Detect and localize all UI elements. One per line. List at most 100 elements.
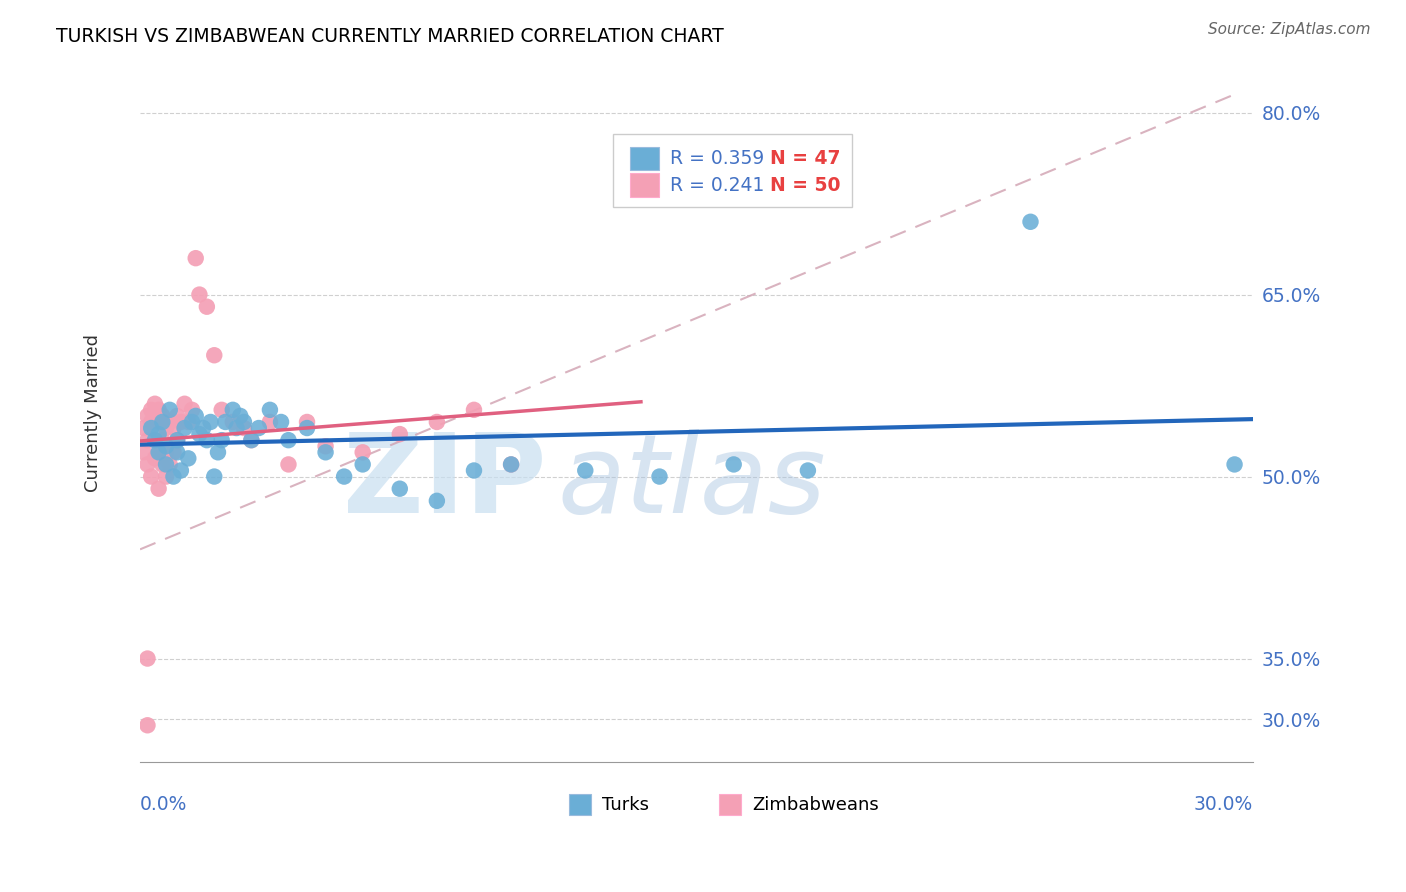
- Point: [277, 458, 299, 472]
- Text: N = 50: N = 50: [770, 176, 841, 194]
- Point: [1019, 215, 1042, 229]
- Point: [259, 402, 281, 417]
- Point: [240, 433, 263, 447]
- Point: [222, 402, 245, 417]
- Point: [136, 433, 159, 447]
- Point: [723, 458, 745, 472]
- Text: Zimbabweans: Zimbabweans: [752, 796, 879, 814]
- Point: [426, 493, 449, 508]
- Point: [295, 415, 318, 429]
- Point: [388, 427, 411, 442]
- Point: [211, 402, 233, 417]
- Point: [148, 402, 170, 417]
- Point: [233, 415, 256, 429]
- Bar: [718, 795, 741, 815]
- Point: [148, 445, 170, 459]
- Bar: [630, 146, 659, 170]
- Point: [233, 421, 256, 435]
- Text: Source: ZipAtlas.com: Source: ZipAtlas.com: [1208, 22, 1371, 37]
- Text: TURKISH VS ZIMBABWEAN CURRENTLY MARRIED CORRELATION CHART: TURKISH VS ZIMBABWEAN CURRENTLY MARRIED …: [56, 27, 724, 45]
- Point: [463, 463, 485, 477]
- Point: [426, 415, 449, 429]
- Point: [155, 421, 177, 435]
- Point: [143, 397, 166, 411]
- Point: [141, 421, 163, 435]
- Point: [150, 415, 173, 429]
- Point: [797, 463, 820, 477]
- Point: [150, 433, 173, 447]
- Point: [352, 458, 374, 472]
- Point: [225, 421, 247, 435]
- Point: [132, 421, 155, 435]
- Point: [166, 445, 188, 459]
- Point: [501, 458, 523, 472]
- Point: [333, 469, 356, 483]
- Point: [229, 409, 252, 423]
- Point: [141, 402, 163, 417]
- Point: [148, 415, 170, 429]
- Point: [143, 433, 166, 447]
- Point: [162, 421, 184, 435]
- Point: [155, 469, 177, 483]
- Point: [463, 402, 485, 417]
- Point: [155, 458, 177, 472]
- Point: [195, 300, 218, 314]
- Point: [188, 427, 211, 442]
- Point: [315, 445, 337, 459]
- Point: [155, 445, 177, 459]
- Point: [207, 445, 229, 459]
- Point: [501, 458, 523, 472]
- Point: [150, 458, 173, 472]
- Point: [148, 482, 170, 496]
- Point: [141, 415, 163, 429]
- Point: [247, 421, 270, 435]
- Point: [170, 415, 193, 429]
- Point: [162, 445, 184, 459]
- Point: [277, 433, 299, 447]
- Point: [184, 251, 207, 265]
- Point: [155, 439, 177, 453]
- Point: [202, 469, 225, 483]
- Point: [143, 433, 166, 447]
- Point: [184, 409, 207, 423]
- Point: [166, 433, 188, 447]
- Point: [173, 397, 195, 411]
- Text: atlas: atlas: [557, 429, 827, 536]
- Point: [148, 445, 170, 459]
- Point: [159, 458, 181, 472]
- Point: [136, 458, 159, 472]
- Point: [388, 482, 411, 496]
- FancyBboxPatch shape: [613, 134, 852, 207]
- Text: R = 0.359: R = 0.359: [669, 149, 763, 168]
- Point: [240, 433, 263, 447]
- Point: [177, 415, 200, 429]
- Point: [259, 415, 281, 429]
- Point: [574, 463, 596, 477]
- Point: [166, 409, 188, 423]
- Point: [159, 415, 181, 429]
- Text: ZIP: ZIP: [343, 429, 547, 536]
- Point: [295, 421, 318, 435]
- Point: [136, 718, 159, 732]
- Point: [214, 415, 236, 429]
- Point: [136, 409, 159, 423]
- Text: N = 47: N = 47: [770, 149, 841, 168]
- Point: [132, 445, 155, 459]
- Point: [648, 469, 671, 483]
- Point: [170, 463, 193, 477]
- Point: [222, 415, 245, 429]
- Point: [270, 415, 292, 429]
- Point: [150, 409, 173, 423]
- Text: Currently Married: Currently Married: [84, 334, 103, 491]
- Point: [136, 651, 159, 665]
- Point: [315, 439, 337, 453]
- Text: Turks: Turks: [602, 796, 650, 814]
- Point: [159, 402, 181, 417]
- Point: [202, 348, 225, 362]
- Bar: [630, 173, 659, 197]
- Point: [177, 451, 200, 466]
- Point: [181, 415, 204, 429]
- Point: [195, 433, 218, 447]
- Point: [141, 469, 163, 483]
- Text: R = 0.241: R = 0.241: [669, 176, 765, 194]
